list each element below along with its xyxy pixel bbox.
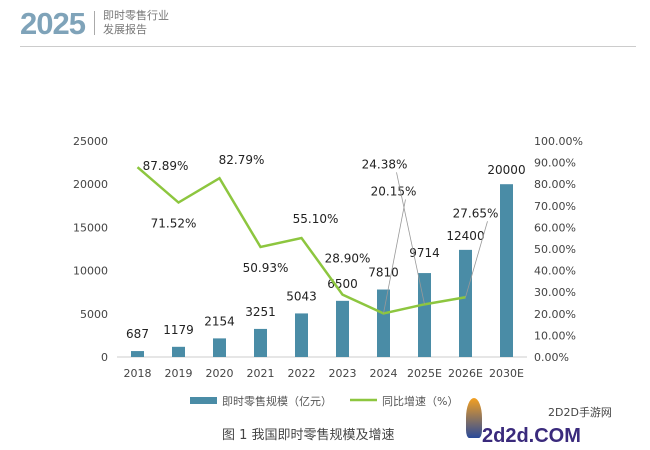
- y-right-tick: 0.00%: [534, 351, 569, 364]
- y-left-tick: 25000: [73, 135, 108, 148]
- y-left-tick: 10000: [73, 265, 108, 278]
- header-rule: [20, 46, 636, 47]
- bar: [172, 346, 185, 357]
- title-line1: 即时零售行业: [103, 9, 169, 22]
- line-label: 55.10%: [293, 212, 339, 226]
- bar: [418, 273, 431, 357]
- figure-caption: 图 1 我国即时零售规模及增速: [222, 428, 395, 443]
- line-label: 82.79%: [219, 153, 265, 167]
- y-left-tick: 5000: [80, 308, 108, 321]
- line-label: 71.52%: [151, 217, 197, 231]
- line-label: 20.15%: [371, 184, 417, 198]
- bar: [254, 328, 267, 357]
- bar: [131, 351, 144, 357]
- y-right-tick: 90.00%: [534, 157, 576, 170]
- x-tick: 2022: [288, 367, 316, 380]
- y-left-tick: 20000: [73, 178, 108, 191]
- x-tick: 2026E: [448, 367, 483, 380]
- bar: [377, 289, 390, 357]
- legend-bar-label: 即时零售规模（亿元）: [222, 394, 332, 408]
- bar-label: 2154: [204, 314, 235, 328]
- report-year: 2025: [20, 6, 86, 41]
- bar: [500, 184, 513, 357]
- leader-line: [465, 221, 488, 298]
- y-left-tick: 15000: [73, 221, 108, 234]
- y-right-tick: 70.00%: [534, 200, 576, 213]
- leader-line: [383, 199, 406, 314]
- header-divider: [94, 11, 95, 35]
- y-right-tick: 100.00%: [534, 135, 583, 148]
- y-right-tick: 30.00%: [534, 286, 576, 299]
- line-label: 28.90%: [325, 252, 371, 266]
- bar: [295, 313, 308, 357]
- legend-line-label: 同比增速（%）: [382, 394, 458, 408]
- bar: [213, 338, 226, 357]
- bar-label: 5043: [286, 289, 317, 303]
- x-tick: 2025E: [407, 367, 442, 380]
- x-tick: 2030E: [489, 367, 524, 380]
- watermark-torch-logo: [466, 398, 482, 438]
- legend-bar-swatch: [190, 397, 217, 404]
- y-right-tick: 60.00%: [534, 221, 576, 234]
- y-right-tick: 10.00%: [534, 329, 576, 342]
- line-label: 24.38%: [362, 157, 408, 171]
- bar-label: 687: [126, 327, 149, 341]
- bar-label: 3251: [245, 305, 276, 319]
- y-left-tick: 0: [101, 351, 108, 364]
- bar-label: 1179: [163, 323, 194, 337]
- bar-label: 20000: [487, 163, 525, 177]
- x-tick: 2024: [370, 367, 398, 380]
- x-tick: 2018: [124, 367, 152, 380]
- growth-line: [136, 166, 466, 315]
- x-tick: 2020: [206, 367, 234, 380]
- y-right-tick: 20.00%: [534, 308, 576, 321]
- bar-label: 9714: [409, 246, 440, 260]
- x-tick: 2021: [247, 367, 275, 380]
- bar: [459, 249, 472, 357]
- watermark-text: 2D2D手游网: [548, 406, 612, 419]
- y-right-tick: 40.00%: [534, 265, 576, 278]
- bar: [336, 300, 349, 357]
- line-label: 27.65%: [453, 206, 499, 220]
- y-right-tick: 50.00%: [534, 243, 576, 256]
- x-tick: 2019: [165, 367, 193, 380]
- bar-label: 6500: [327, 277, 358, 291]
- y-right-tick: 80.00%: [534, 178, 576, 191]
- leader-line: [396, 172, 425, 305]
- bar-label: 12400: [446, 229, 484, 243]
- line-label: 50.93%: [243, 261, 289, 275]
- report-title: 即时零售行业 发展报告: [103, 9, 169, 37]
- bar-label: 7810: [368, 266, 399, 280]
- line-label: 87.89%: [143, 159, 189, 173]
- x-tick: 2023: [329, 367, 357, 380]
- watermark-domain: 2d2d.COM: [482, 425, 581, 447]
- title-line2: 发展报告: [103, 23, 147, 36]
